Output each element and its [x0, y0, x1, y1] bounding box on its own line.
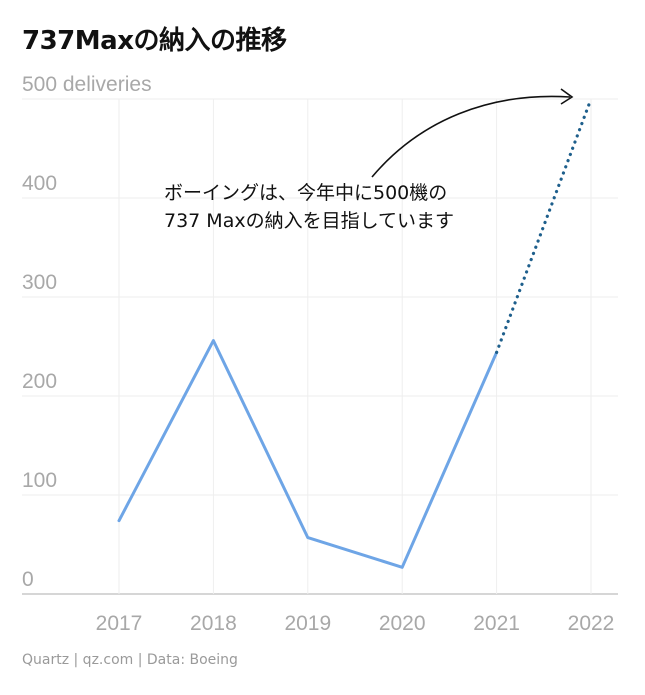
x-tick-label: 2017: [96, 612, 143, 635]
y-tick-label: 500 deliveries: [22, 73, 152, 96]
x-tick-label: 2020: [379, 612, 426, 635]
x-tick-label: 2019: [284, 612, 331, 635]
arrowhead-icon: [560, 88, 574, 105]
actual-series-line: [117, 339, 499, 569]
x-tick-label: 2018: [190, 612, 237, 635]
y-tick-label: 200: [22, 370, 57, 393]
y-tick-label: 100: [22, 469, 57, 492]
annotation: ボーイングは、今年中に500機の 737 Maxの納入を目指しています: [164, 88, 574, 232]
projected-series-line: [495, 97, 593, 354]
x-tick-label: 2021: [473, 612, 520, 635]
y-tick-label: 0: [22, 568, 34, 591]
x-tick-label: 2022: [568, 612, 615, 635]
annotation-arrow: [371, 95, 571, 178]
chart-title: 737Maxの納入の推移: [22, 26, 287, 56]
y-tick-label: 300: [22, 271, 57, 294]
y-tick-label: 400: [22, 172, 57, 195]
annotation-line-1: ボーイングは、今年中に500機の: [164, 182, 447, 204]
annotation-line-2: 737 Maxの納入を目指しています: [164, 210, 454, 232]
source-footer: Quartz | qz.com | Data: Boeing: [22, 652, 238, 668]
